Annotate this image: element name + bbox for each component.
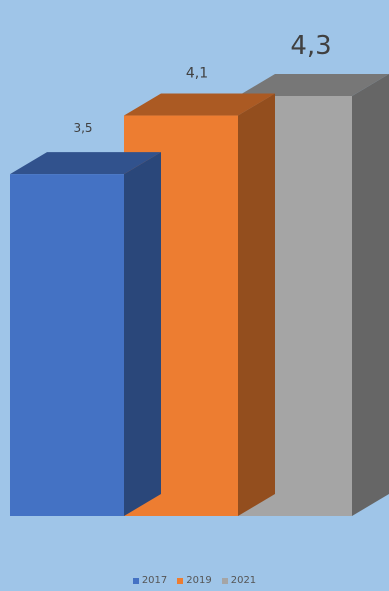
legend-swatch-2021 — [221, 577, 228, 584]
legend-swatch-2017 — [132, 577, 139, 584]
bar-side-2017 — [124, 152, 161, 517]
bar-top-2019 — [124, 93, 275, 116]
legend-item-2019: 2019 — [177, 575, 212, 586]
legend-swatch-2019 — [177, 577, 184, 584]
bar-side-2019 — [238, 93, 275, 516]
data-label-2021: 4,3 — [290, 31, 331, 61]
legend-label-2019: 2019 — [186, 575, 212, 586]
data-label-2019: 4,1 — [186, 66, 208, 82]
legend-item-2017: 2017 — [132, 575, 168, 586]
legend-item-2021: 2021 — [221, 575, 257, 586]
bar-top-2017 — [10, 152, 161, 175]
legend-label-2017: 2017 — [141, 575, 168, 586]
legend: 2017 2019 2021 — [0, 575, 389, 586]
bar-front-2017 — [10, 174, 124, 517]
bar-side-2021 — [352, 74, 389, 516]
bar-2017: 3,5 — [10, 121, 161, 517]
bar-top-2021 — [238, 74, 389, 96]
legend-label-2021: 2021 — [230, 575, 257, 586]
data-label-2017: 3,5 — [73, 121, 92, 135]
